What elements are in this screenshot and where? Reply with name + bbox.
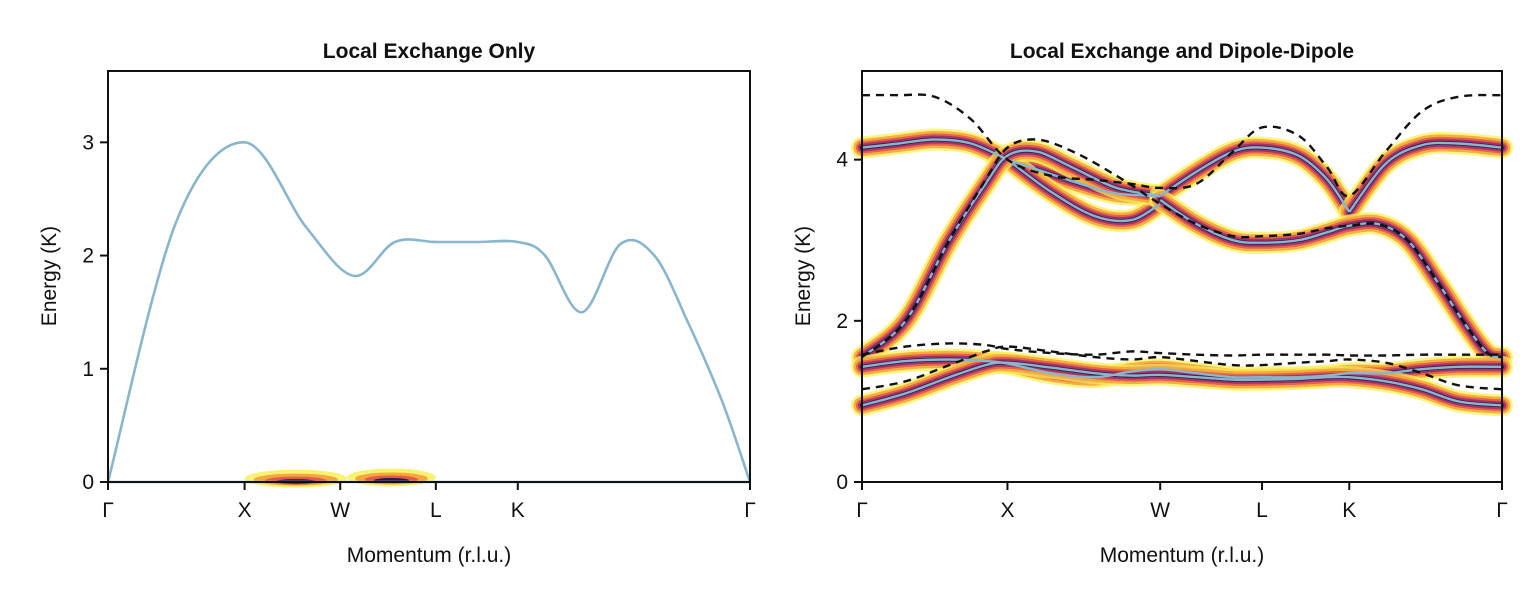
x-tick-label: X xyxy=(238,499,252,522)
dashed-dispersion-curve xyxy=(861,93,1503,198)
intensity-band xyxy=(1151,191,1511,366)
chart-title: Local Exchange Only xyxy=(323,40,536,63)
y-ticks: 0 2 4 xyxy=(836,149,862,494)
plot-frame xyxy=(107,70,751,483)
x-axis-label: Momentum (r.l.u.) xyxy=(347,544,512,567)
dashed-dispersion-curve xyxy=(861,342,1502,357)
x-tick-label: Γ xyxy=(744,499,756,522)
dispersion-curve xyxy=(861,138,1008,161)
y-axis-label: Energy (K) xyxy=(792,226,815,326)
y-tick-label: 4 xyxy=(836,149,848,172)
x-tick-label: L xyxy=(430,499,442,522)
x-tick-label: K xyxy=(511,499,525,522)
x-tick-label: W xyxy=(330,499,350,522)
dispersion-curve xyxy=(106,140,752,483)
dispersion-curve xyxy=(1006,158,1161,223)
dashed-dispersion-curve xyxy=(861,345,1503,391)
y-tick-label: 2 xyxy=(82,245,94,268)
dashed-dispersion-curve xyxy=(861,138,1503,359)
x-tick-label: Γ xyxy=(102,499,114,522)
x-axis-label: Momentum (r.l.u.) xyxy=(1100,544,1265,567)
y-tick-label: 1 xyxy=(82,358,94,381)
x-tick-label: K xyxy=(1342,499,1356,522)
y-tick-label: 0 xyxy=(82,471,94,494)
dispersion-curve xyxy=(1007,158,1161,198)
dispersion-curve xyxy=(861,358,1503,379)
x-tick-label: L xyxy=(1256,499,1268,522)
x-tick-label: Γ xyxy=(1496,499,1508,522)
x-tick-label: X xyxy=(1000,499,1014,522)
y-tick-label: 0 xyxy=(836,471,848,494)
intensity-layer xyxy=(851,128,1513,417)
dispersion-curve xyxy=(861,361,1503,407)
x-tick-label: W xyxy=(1150,499,1170,522)
panel-local-exchange: Local Exchange Only Γ X W L K Γ 0 1 2 3 Momentum… xyxy=(38,40,756,567)
dispersion-curve xyxy=(1348,141,1503,213)
series-layer xyxy=(106,140,752,484)
y-axis-label: Energy (K) xyxy=(38,226,61,326)
x-tick-label: Γ xyxy=(856,499,868,522)
series-layer xyxy=(861,93,1503,407)
chart-title: Local Exchange and Dipole-Dipole xyxy=(1010,40,1354,63)
dispersion-curve xyxy=(1159,198,1503,359)
y-ticks: 0 1 2 3 xyxy=(82,131,108,494)
y-tick-label: 2 xyxy=(836,310,848,333)
dispersion-curve xyxy=(1159,146,1351,213)
y-tick-label: 3 xyxy=(82,131,94,154)
plot-frame xyxy=(861,70,1503,483)
